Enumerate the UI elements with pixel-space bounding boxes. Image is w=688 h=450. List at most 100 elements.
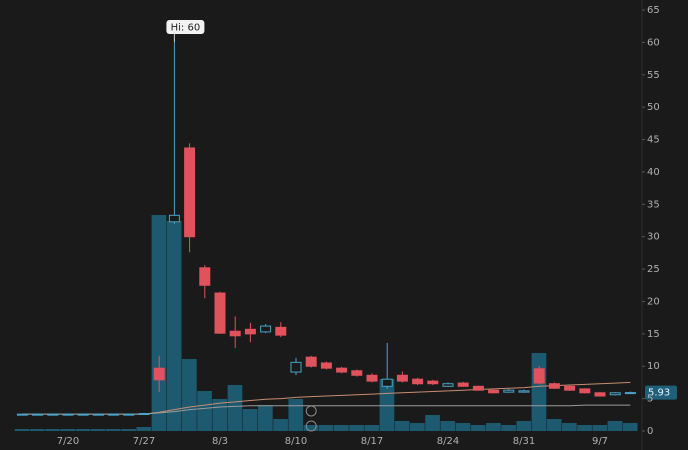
- y-tick-label: 10: [647, 361, 660, 372]
- candle-body: [564, 385, 576, 391]
- y-tick-label: 45: [647, 135, 660, 146]
- volume-bar: [470, 425, 486, 431]
- volume-bar: [562, 423, 577, 431]
- event-icon: [305, 405, 317, 417]
- y-tick-label: 15: [647, 329, 660, 340]
- y-tick-label: 25: [647, 264, 660, 275]
- volume-bar: [182, 359, 197, 431]
- candle-body: [320, 362, 332, 369]
- y-tick-label: 50: [647, 102, 660, 113]
- candle-body: [153, 367, 165, 381]
- volume-bar: [197, 391, 212, 431]
- candle-body: [260, 325, 272, 333]
- candle-body: [412, 378, 424, 385]
- candle-body: [108, 413, 120, 416]
- volume-bar: [258, 405, 273, 431]
- x-tick-label: 8/24: [437, 436, 459, 447]
- volume-bar: [106, 429, 121, 431]
- candle-body: [184, 147, 196, 238]
- volume-bar: [303, 425, 319, 431]
- volume-bar: [30, 429, 45, 431]
- volume-bar: [410, 423, 425, 431]
- candle-body: [16, 413, 28, 416]
- volume-bar: [607, 421, 623, 431]
- volume-bar: [318, 425, 334, 431]
- candle-body: [229, 330, 241, 337]
- y-tick-label: 35: [647, 199, 660, 210]
- x-tick-label: 8/31: [513, 436, 535, 447]
- candle-body: [92, 413, 104, 416]
- candle-body: [503, 389, 515, 393]
- candle-body: [290, 361, 302, 373]
- candle-body: [199, 267, 211, 286]
- volume-bar: [349, 425, 364, 431]
- volume-bar: [60, 429, 76, 431]
- x-tick-label: 8/17: [361, 436, 383, 447]
- candle-body: [472, 385, 484, 391]
- candle-body: [396, 374, 408, 382]
- candle-body: [488, 389, 500, 394]
- event-icon: [305, 420, 317, 432]
- candle-body: [305, 356, 317, 367]
- x-tick-label: 7/20: [57, 436, 79, 447]
- volume-bar: [136, 427, 152, 431]
- y-tick-label: 40: [647, 167, 660, 178]
- volume-bar: [121, 429, 136, 431]
- volume-bar: [486, 423, 501, 431]
- candle-body: [624, 392, 636, 395]
- candle-body: [533, 368, 545, 384]
- candle-body: [275, 326, 287, 336]
- volume-bar: [288, 399, 304, 431]
- volume-bar: [425, 415, 440, 431]
- y-tick-label: 55: [647, 70, 660, 81]
- candle-body: [214, 292, 226, 334]
- volume-bar: [516, 421, 532, 431]
- volume-bar: [151, 215, 167, 431]
- candle-body: [244, 328, 256, 335]
- candle-body: [62, 413, 74, 416]
- candle-body: [457, 382, 469, 387]
- volume-bar: [14, 429, 30, 431]
- candle-body: [427, 380, 439, 385]
- y-tick-label: 0: [647, 426, 653, 437]
- volume-bar: [45, 429, 60, 431]
- x-tick-label: 8/10: [285, 436, 307, 447]
- candle-body: [336, 367, 348, 373]
- volume-bar: [531, 353, 547, 431]
- volume-bar: [242, 409, 258, 431]
- price-tag-box: [645, 385, 677, 400]
- candle-body: [32, 413, 44, 416]
- candle-body: [548, 383, 560, 389]
- volume-bar: [379, 379, 395, 431]
- candle-body: [138, 413, 150, 416]
- volume-bar: [394, 421, 410, 431]
- volume-bar: [166, 221, 182, 431]
- candle-body: [77, 413, 89, 416]
- volume-bar: [90, 429, 106, 431]
- candle-body: [123, 413, 135, 416]
- candle-body: [47, 413, 59, 416]
- y-tick-label: 5: [647, 394, 653, 405]
- candle-body: [594, 392, 606, 397]
- candle-body: [366, 374, 378, 382]
- x-tick-label: 8/3: [212, 436, 228, 447]
- volume-bar: [577, 425, 592, 431]
- volume-bar: [440, 421, 456, 431]
- candle-body: [579, 388, 591, 394]
- x-tick-label: 9/7: [592, 436, 608, 447]
- volume-bar: [622, 423, 638, 431]
- volume-bar: [501, 425, 516, 431]
- volume-bar: [546, 419, 562, 431]
- volume-bar: [592, 425, 608, 431]
- volume-bar: [364, 425, 380, 431]
- high-label-box: [166, 20, 205, 34]
- candle-body: [381, 378, 393, 387]
- y-tick-label: 60: [647, 37, 660, 48]
- x-tick-label: 7/27: [133, 436, 155, 447]
- candle-body: [518, 390, 530, 393]
- volume-bar: [334, 425, 349, 431]
- y-tick-label: 65: [647, 5, 660, 16]
